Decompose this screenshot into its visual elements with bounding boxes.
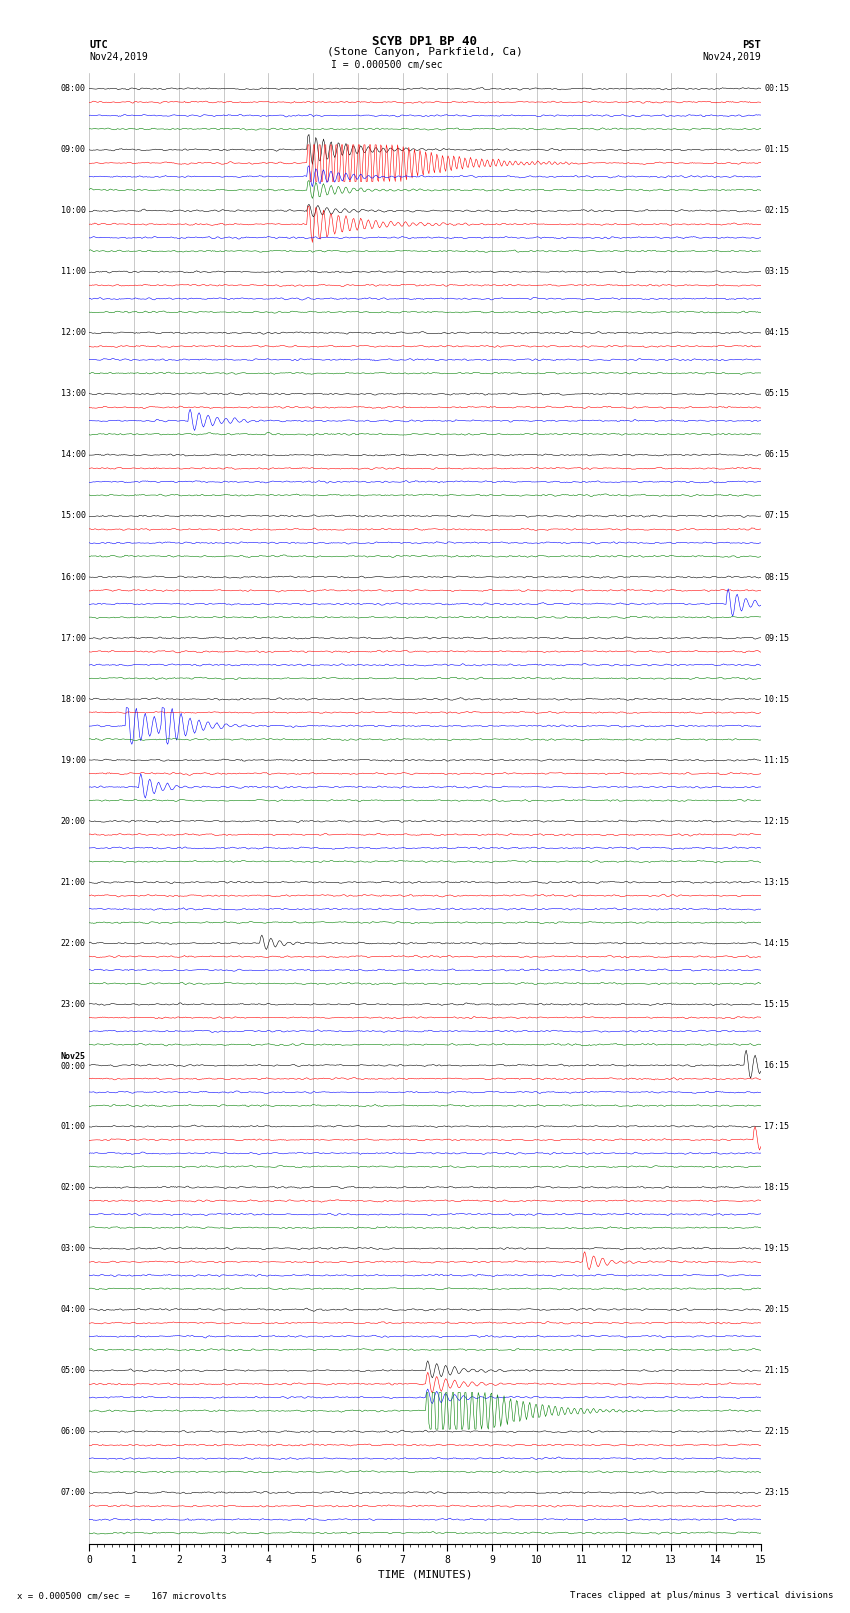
Text: 12:00: 12:00	[61, 329, 86, 337]
Text: 21:00: 21:00	[61, 877, 86, 887]
Text: 18:15: 18:15	[764, 1182, 789, 1192]
Text: 19:15: 19:15	[764, 1244, 789, 1253]
Text: 17:15: 17:15	[764, 1123, 789, 1131]
Text: 12:15: 12:15	[764, 816, 789, 826]
Text: 06:15: 06:15	[764, 450, 789, 460]
Text: 13:15: 13:15	[764, 877, 789, 887]
Text: SCYB DP1 BP 40: SCYB DP1 BP 40	[372, 35, 478, 48]
Text: 14:15: 14:15	[764, 939, 789, 948]
Text: 08:00: 08:00	[61, 84, 86, 94]
Text: 02:00: 02:00	[61, 1182, 86, 1192]
Text: 07:00: 07:00	[61, 1489, 86, 1497]
Text: 15:15: 15:15	[764, 1000, 789, 1008]
X-axis label: TIME (MINUTES): TIME (MINUTES)	[377, 1569, 473, 1579]
Text: 10:15: 10:15	[764, 695, 789, 703]
Text: 07:15: 07:15	[764, 511, 789, 521]
Text: Traces clipped at plus/minus 3 vertical divisions: Traces clipped at plus/minus 3 vertical …	[570, 1590, 833, 1600]
Text: 14:00: 14:00	[61, 450, 86, 460]
Text: PST: PST	[742, 40, 761, 50]
Text: 04:00: 04:00	[61, 1305, 86, 1315]
Text: 00:15: 00:15	[764, 84, 789, 94]
Text: Nov24,2019: Nov24,2019	[702, 52, 761, 61]
Text: 20:15: 20:15	[764, 1305, 789, 1315]
Text: 20:00: 20:00	[61, 816, 86, 826]
Text: 23:15: 23:15	[764, 1489, 789, 1497]
Text: 05:15: 05:15	[764, 389, 789, 398]
Text: 10:00: 10:00	[61, 206, 86, 215]
Text: I = 0.000500 cm/sec: I = 0.000500 cm/sec	[331, 60, 443, 71]
Text: 04:15: 04:15	[764, 329, 789, 337]
Text: 23:00: 23:00	[61, 1000, 86, 1008]
Text: 16:00: 16:00	[61, 573, 86, 582]
Text: 08:15: 08:15	[764, 573, 789, 582]
Text: UTC: UTC	[89, 40, 108, 50]
Text: 03:00: 03:00	[61, 1244, 86, 1253]
Text: 09:00: 09:00	[61, 145, 86, 155]
Text: 13:00: 13:00	[61, 389, 86, 398]
Text: 15:00: 15:00	[61, 511, 86, 521]
Text: 00:00: 00:00	[61, 1061, 86, 1071]
Text: 16:15: 16:15	[764, 1061, 789, 1069]
Text: 02:15: 02:15	[764, 206, 789, 215]
Text: 19:00: 19:00	[61, 755, 86, 765]
Text: 17:00: 17:00	[61, 634, 86, 642]
Text: 18:00: 18:00	[61, 695, 86, 703]
Text: 11:00: 11:00	[61, 268, 86, 276]
Text: Nov25: Nov25	[61, 1052, 86, 1061]
Text: 05:00: 05:00	[61, 1366, 86, 1374]
Text: 22:00: 22:00	[61, 939, 86, 948]
Text: 01:00: 01:00	[61, 1123, 86, 1131]
Text: 21:15: 21:15	[764, 1366, 789, 1374]
Text: 22:15: 22:15	[764, 1428, 789, 1436]
Text: 01:15: 01:15	[764, 145, 789, 155]
Text: 11:15: 11:15	[764, 755, 789, 765]
Text: x = 0.000500 cm/sec =    167 microvolts: x = 0.000500 cm/sec = 167 microvolts	[17, 1590, 227, 1600]
Text: 06:00: 06:00	[61, 1428, 86, 1436]
Text: Nov24,2019: Nov24,2019	[89, 52, 148, 61]
Text: (Stone Canyon, Parkfield, Ca): (Stone Canyon, Parkfield, Ca)	[327, 47, 523, 56]
Text: 03:15: 03:15	[764, 268, 789, 276]
Text: 09:15: 09:15	[764, 634, 789, 642]
